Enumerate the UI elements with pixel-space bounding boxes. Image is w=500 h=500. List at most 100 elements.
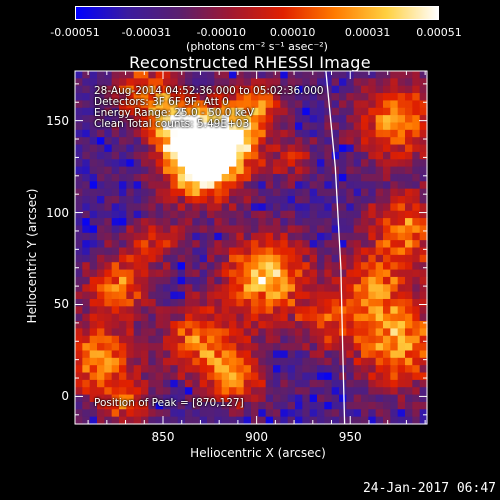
heatmap-cell bbox=[368, 71, 377, 79]
heatmap-cell bbox=[390, 387, 399, 396]
heatmap-cell bbox=[273, 350, 281, 359]
heatmap-cell bbox=[104, 394, 113, 403]
heatmap-cell bbox=[126, 122, 135, 131]
heatmap-cell bbox=[368, 85, 377, 94]
heatmap-cell bbox=[280, 78, 289, 87]
heatmap-cell bbox=[280, 129, 289, 138]
heatmap-cell bbox=[273, 298, 281, 307]
heatmap-cell bbox=[405, 151, 413, 160]
heatmap-cell bbox=[390, 78, 399, 87]
heatmap-cell bbox=[309, 188, 318, 197]
heatmap-cell bbox=[185, 343, 193, 352]
heatmap-cell bbox=[339, 203, 347, 212]
heatmap-cell bbox=[221, 137, 230, 146]
heatmap-cell bbox=[361, 159, 369, 168]
heatmap-cell bbox=[412, 196, 421, 204]
heatmap-cell bbox=[361, 247, 369, 256]
heatmap-cell bbox=[126, 85, 135, 94]
heatmap-cell bbox=[221, 328, 230, 337]
heatmap-cell bbox=[353, 291, 362, 300]
heatmap-cell bbox=[82, 188, 91, 197]
heatmap-cell bbox=[419, 196, 428, 204]
heatmap-cell bbox=[185, 173, 193, 182]
heatmap-cell bbox=[331, 188, 340, 197]
heatmap-cells bbox=[75, 71, 428, 425]
heatmap-cell bbox=[383, 129, 391, 138]
heatmap-cell bbox=[82, 107, 91, 116]
heatmap-cell bbox=[295, 93, 303, 102]
heatmap-cell bbox=[280, 276, 289, 285]
heatmap-cell bbox=[192, 115, 201, 124]
heatmap-cell bbox=[287, 85, 296, 94]
heatmap-cell bbox=[295, 188, 303, 197]
heatmap-cell bbox=[163, 416, 171, 425]
heatmap-cell bbox=[405, 107, 413, 116]
heatmap-cell bbox=[339, 218, 347, 227]
heatmap-cell bbox=[141, 343, 149, 352]
heatmap-cell bbox=[287, 350, 296, 359]
heatmap-cell bbox=[82, 166, 91, 175]
heatmap-cell bbox=[368, 298, 377, 307]
heatmap-cell bbox=[104, 416, 113, 425]
heatmap-cell bbox=[104, 379, 113, 388]
heatmap-cell bbox=[104, 276, 113, 285]
heatmap-cell bbox=[163, 387, 171, 396]
heatmap-cell bbox=[346, 137, 355, 146]
heatmap-cell bbox=[243, 225, 252, 234]
heatmap-cell bbox=[419, 321, 428, 329]
heatmap-cell bbox=[104, 409, 113, 418]
heatmap-cell bbox=[383, 78, 391, 87]
heatmap-cell bbox=[185, 401, 193, 410]
heatmap-cell bbox=[148, 232, 157, 241]
heatmap-cell bbox=[419, 188, 428, 197]
heatmap-cell bbox=[119, 394, 127, 403]
heatmap-cell bbox=[155, 276, 164, 285]
heatmap-cell bbox=[185, 365, 193, 374]
heatmap-cell bbox=[89, 372, 98, 381]
heatmap-cell bbox=[89, 203, 98, 212]
heatmap-cell bbox=[155, 188, 164, 197]
heatmap-cell bbox=[353, 284, 362, 293]
x-tick-label: 900 bbox=[245, 430, 269, 444]
heatmap-cell bbox=[419, 313, 428, 322]
heatmap-cell bbox=[317, 387, 325, 396]
heatmap-cell bbox=[412, 137, 421, 146]
heatmap-cell bbox=[273, 240, 281, 249]
heatmap-cell bbox=[353, 365, 362, 374]
heatmap-cell bbox=[185, 203, 193, 212]
heatmap-cell bbox=[317, 276, 325, 285]
heatmap-cell bbox=[317, 232, 325, 241]
heatmap-cell bbox=[214, 335, 223, 344]
heatmap-cell bbox=[243, 416, 252, 425]
heatmap-cell bbox=[361, 416, 369, 425]
heatmap-cell bbox=[236, 262, 245, 271]
heatmap-cell bbox=[82, 387, 91, 396]
heatmap-cell bbox=[287, 387, 296, 396]
heatmap-cell bbox=[317, 137, 325, 146]
heatmap-cell bbox=[419, 284, 428, 293]
heatmap-cell bbox=[214, 196, 223, 204]
heatmap-cell bbox=[287, 321, 296, 329]
heatmap-cell bbox=[155, 166, 164, 175]
heatmap-cell bbox=[192, 416, 201, 425]
heatmap-cell bbox=[419, 100, 428, 109]
heatmap-cell bbox=[405, 71, 413, 79]
heatmap-cell bbox=[405, 343, 413, 352]
heatmap-cell bbox=[192, 137, 201, 146]
heatmap-cell bbox=[163, 71, 171, 79]
heatmap-cell bbox=[75, 372, 83, 381]
heatmap-cell bbox=[177, 357, 186, 366]
heatmap-cell bbox=[412, 144, 421, 153]
heatmap-cell bbox=[265, 269, 274, 278]
heatmap-cell bbox=[236, 129, 245, 138]
heatmap-cell bbox=[317, 306, 325, 315]
heatmap-cell bbox=[199, 387, 208, 396]
heatmap-cell bbox=[405, 240, 413, 249]
heatmap-cell bbox=[82, 365, 91, 374]
heatmap-cell bbox=[229, 144, 237, 153]
heatmap-cell bbox=[177, 328, 186, 337]
heatmap-cell bbox=[243, 181, 252, 190]
heatmap-cell bbox=[251, 151, 259, 160]
heatmap-cell bbox=[383, 328, 391, 337]
heatmap-cell bbox=[148, 85, 157, 94]
